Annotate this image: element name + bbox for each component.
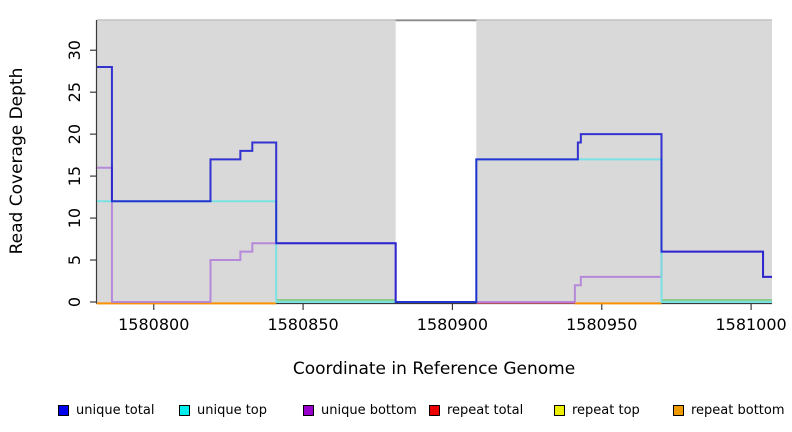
y-tick-label: 30 xyxy=(65,40,84,60)
legend-swatch-icon xyxy=(673,404,684,416)
legend-item-repeat-top: repeat top xyxy=(554,399,640,421)
legend-item-unique-top: unique top xyxy=(179,399,267,421)
legend: unique total unique top unique bottom repea… xyxy=(0,399,792,425)
series-path-unique-total xyxy=(97,66,772,303)
legend-label: repeat bottom xyxy=(691,402,785,418)
legend-label: repeat top xyxy=(572,402,640,418)
x-tick-label: 1580850 xyxy=(267,315,338,334)
x-tick-label: 1580900 xyxy=(417,315,488,334)
x-axis-title: Coordinate in Reference Genome xyxy=(293,359,575,379)
legend-swatch-icon xyxy=(303,404,314,416)
legend-item-unique-bottom: unique bottom xyxy=(303,399,417,421)
legend-item-unique-total: unique total xyxy=(58,399,154,421)
y-tick-label: 10 xyxy=(65,208,84,228)
plot-dynamic-layer: 1580800 1580850 1580900 1580950 1581000 0 5 10 1… xyxy=(65,19,787,334)
y-tick-label: 0 xyxy=(65,297,84,307)
legend-item-repeat-bottom: repeat bottom xyxy=(673,399,785,421)
legend-swatch-icon xyxy=(179,404,190,416)
y-axis-title: Read Coverage Depth xyxy=(7,68,27,255)
masked-region xyxy=(395,20,477,304)
y-tick-label: 20 xyxy=(65,124,84,144)
y-tick-label: 25 xyxy=(65,82,84,102)
x-tick-label: 1580950 xyxy=(566,315,637,334)
y-tick-label: 15 xyxy=(65,166,84,186)
legend-label: unique total xyxy=(76,402,155,418)
legend-label: unique top xyxy=(197,402,268,418)
legend-swatch-icon xyxy=(58,404,69,416)
legend-swatch-icon xyxy=(429,404,440,416)
legend-swatch-icon xyxy=(554,404,565,416)
legend-label: unique bottom xyxy=(321,402,417,418)
x-tick-label: 1581000 xyxy=(715,315,786,334)
x-tick-label: 1580800 xyxy=(118,315,189,334)
legend-item-repeat-total: repeat total xyxy=(429,399,523,421)
y-tick-label: 5 xyxy=(65,255,84,265)
legend-label: repeat total xyxy=(447,402,524,418)
